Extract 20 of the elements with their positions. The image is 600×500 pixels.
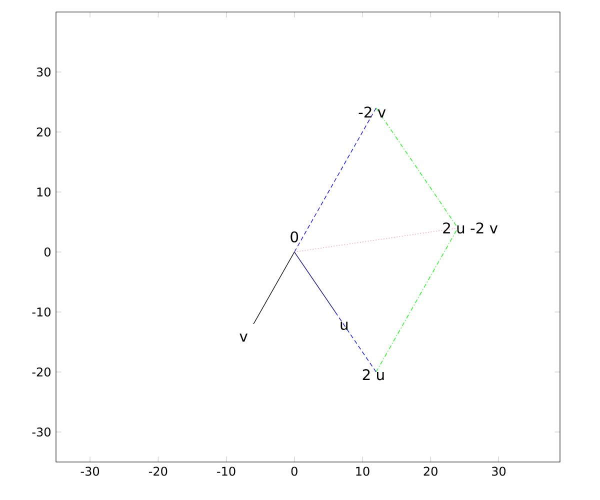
annotation: 2 u — [362, 369, 384, 380]
x-tick-label: -10 — [217, 466, 236, 476]
y-tick-label: -10 — [32, 307, 50, 317]
annotation: 2 u -2 v — [443, 222, 498, 234]
y-tick-label: -20 — [32, 367, 50, 377]
annotation: u — [340, 322, 348, 330]
y-tick-label: 10 — [37, 187, 50, 197]
annotation: 0 — [290, 231, 298, 242]
x-tick-label: 30 — [492, 466, 506, 476]
y-tick-label: -30 — [32, 427, 50, 437]
annotation: -2 v — [358, 106, 386, 118]
x-tick-label: 0 — [291, 466, 298, 476]
x-tick-label: 10 — [356, 466, 370, 476]
annotation: v — [240, 334, 248, 342]
y-tick-label: 30 — [36, 67, 50, 77]
x-tick-label: -20 — [148, 466, 168, 476]
y-tick-label: 0 — [44, 247, 50, 257]
x-tick-label: 20 — [424, 466, 438, 476]
x-tick-label: -30 — [80, 466, 100, 476]
y-tick-label: 20 — [36, 127, 50, 137]
